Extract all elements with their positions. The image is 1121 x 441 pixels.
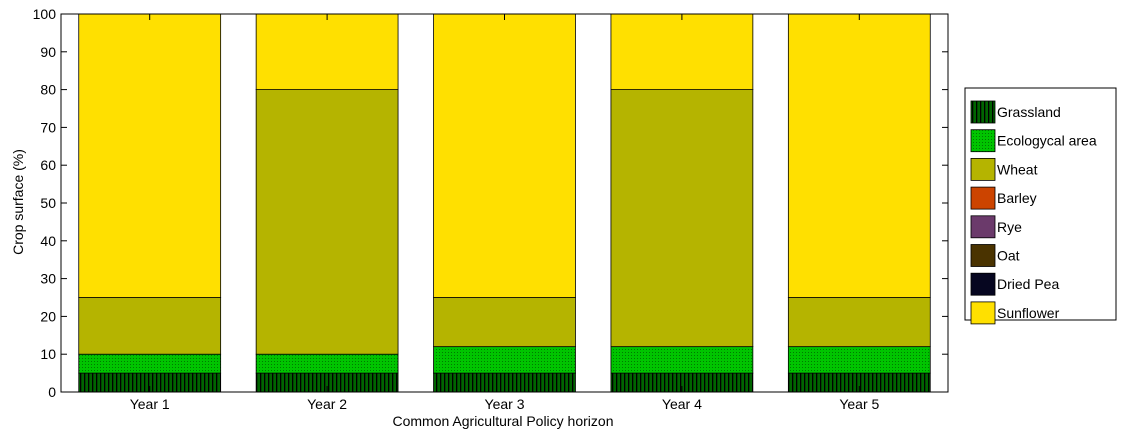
legend-swatch-oat (970, 244, 996, 267)
legend-label-barley: Barley (997, 190, 1037, 206)
y-tick-label-0: 0 (48, 384, 56, 400)
bar-wheat-year-3 (433, 297, 576, 348)
bar-wheat-year-5 (787, 297, 931, 348)
x-tick-label-1: Year 1 (130, 396, 170, 412)
y-tick-label-90: 90 (40, 44, 56, 60)
axes: 0 10 20 30 40 50 60 70 80 90 100 Year 1 Year 2 Year 3… (33, 6, 949, 412)
x-tick-label-3: Year 3 (485, 396, 525, 412)
y-axis-label: Crop surface (%) (10, 149, 26, 255)
y-tick-label-40: 40 (40, 233, 56, 249)
x-tick-label-4: Year 4 (662, 396, 702, 412)
x-axis-label: Common Agricultural Policy horizon (393, 413, 614, 429)
y-tick-label-70: 70 (40, 119, 56, 135)
bar-wheat-year-2 (255, 89, 399, 355)
bar-ecologycal-area-year-2 (255, 353, 399, 374)
bar-sunflower-year-1 (78, 13, 222, 298)
bar-sunflower-year-4 (610, 13, 754, 90)
legend: Grassland Ecologycal area Wheat Barley Rye Oa… (964, 87, 1117, 325)
legend-label-sunflower: Sunflower (997, 305, 1060, 321)
legend-swatch-ecologycal-area (970, 129, 996, 153)
bar-ecologycal-area-year-4 (610, 346, 754, 374)
legend-label-ecologycal-area: Ecologycal area (997, 133, 1097, 149)
y-tick-label-50: 50 (40, 195, 56, 211)
legend-swatch-wheat (970, 157, 996, 181)
bar-wheat-year-1 (78, 297, 222, 355)
x-tick-label-2: Year 2 (307, 396, 347, 412)
bar-ecologycal-area-year-1 (78, 353, 222, 374)
plot-area (61, 13, 948, 393)
legend-swatch-sunflower (970, 301, 996, 325)
bar-ecologycal-area-year-5 (787, 346, 931, 374)
y-tick-label-20: 20 (40, 308, 56, 324)
x-tick-label-5: Year 5 (839, 396, 879, 412)
y-tick-label-100: 100 (33, 6, 57, 22)
y-tick-label-10: 10 (40, 346, 56, 362)
bar-sunflower-year-3 (433, 13, 576, 298)
legend-swatch-barley (970, 186, 996, 210)
legend-label-oat: Oat (997, 248, 1020, 264)
bar-sunflower-year-5 (787, 13, 931, 298)
legend-label-wheat: Wheat (997, 161, 1038, 177)
y-tick-label-60: 60 (40, 157, 56, 173)
legend-swatch-grassland (970, 100, 996, 124)
y-tick-label-80: 80 (40, 82, 56, 98)
legend-label-grassland: Grassland (997, 104, 1061, 120)
legend-swatch-rye (970, 215, 996, 239)
bar-wheat-year-4 (610, 89, 754, 348)
bar-ecologycal-area-year-3 (433, 346, 576, 374)
legend-swatch-dried-pea (970, 272, 996, 296)
y-tick-label-30: 30 (40, 271, 56, 287)
legend-label-dried-pea: Dried Pea (997, 276, 1059, 292)
bar-sunflower-year-2 (255, 13, 399, 90)
legend-label-rye: Rye (997, 219, 1022, 235)
